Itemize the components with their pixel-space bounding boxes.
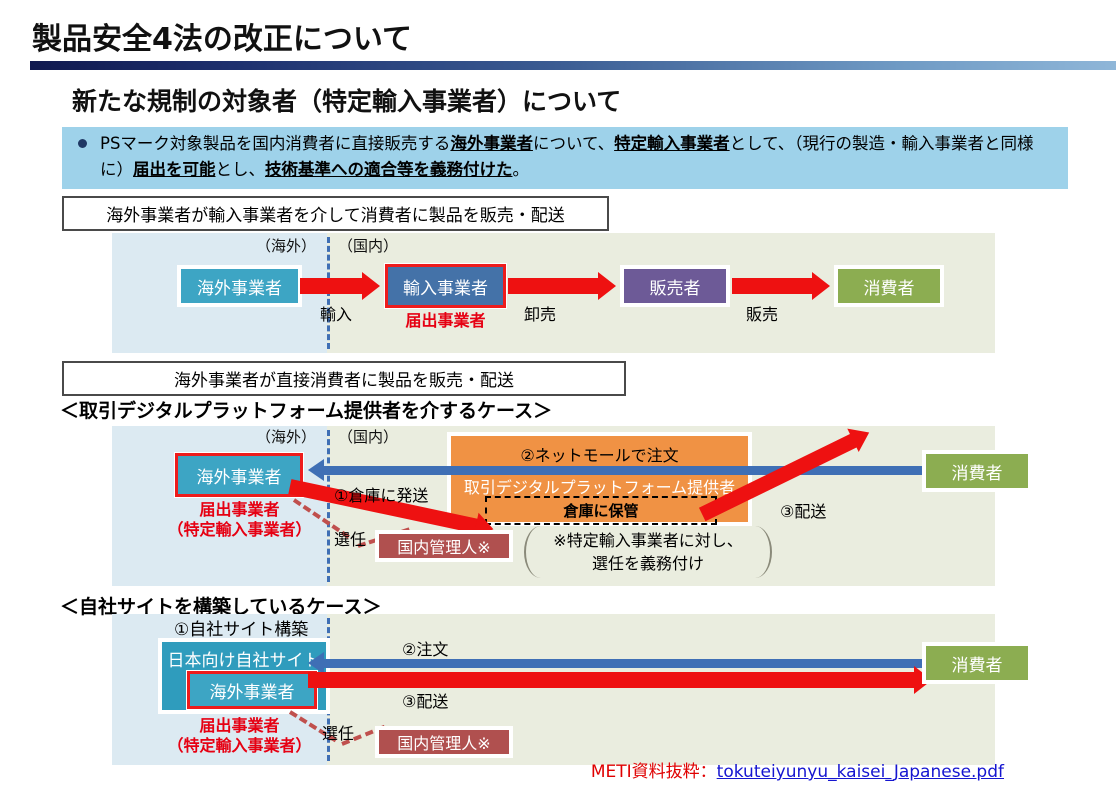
entity-own-site: 日本向け自社サイト 海外事業者 [158,638,330,714]
summary-text: PSマーク対象製品を国内消費者に直接販売する海外事業者について、特定輸入事業者と… [100,131,1058,183]
summary-emph-4: 技術基準への適合等を義務付けた [265,160,513,179]
title-divider [30,61,1116,70]
caption-case-b: 海外事業者が直接消費者に製品を販売・配送 [62,361,626,396]
entity-label: 海外事業者 [197,278,282,299]
region-tag-domestic-1: （国内） [338,237,399,255]
entity-domestic-manager-3: 国内管理人※ [375,726,513,758]
border-divider-2 [327,430,330,582]
note-line-1: 届出事業者 [199,500,280,519]
flow-label-delivery-3: ③配送 [402,692,449,711]
entity-label: 販売者 [649,278,701,299]
own-site-label: 日本向け自社サイト [167,651,321,671]
entity-label: 消費者 [863,278,915,299]
summary-panel: PSマーク対象製品を国内消費者に直接販売する海外事業者について、特定輸入事業者と… [62,127,1068,189]
entity-label: 国内管理人※ [397,734,491,753]
summary-emph-3: 届出を可能 [133,160,216,179]
flow-label-appoint-3: 選任 [322,724,355,743]
summary-seg-2: について、 [532,134,615,153]
entity-seller-1: 販売者 [620,265,730,307]
case-label-dpf: ＜取引デジタルプラットフォーム提供者を介するケース＞ [60,400,553,422]
entity-label: 消費者 [951,463,1003,484]
flow-label-build-site: ①自社サイト構築 [174,620,309,640]
page-title: 製品安全4法の改正について [32,22,412,57]
caption-case-a-text: 海外事業者が輸入事業者を介して消費者に製品を販売・配送 [106,206,565,226]
entity-consumer-3: 消費者 [922,642,1032,684]
case-label-own-site: ＜自社サイトを構築しているケース＞ [60,596,382,618]
flow-label-delivery-2: ③配送 [780,502,827,521]
flow-label-import: 輸入 [320,305,353,324]
flow-label-sale: 販売 [746,305,779,324]
region-tag-oversea-1: （海外） [256,237,317,255]
flow-label-appoint-2: 選任 [334,530,367,549]
note-obligation-2: ※特定輸入事業者に対し、 選任を義務付け [524,526,772,578]
source-prefix: METI資料抜粋： [590,762,717,782]
entity-warehouse: 倉庫に保管 [485,496,717,525]
note-line-2: （特定輸入事業者） [167,520,312,539]
entity-consumer-1: 消費者 [834,265,944,307]
summary-emph-2: 特定輸入事業者 [614,134,730,153]
summary-seg-5: 。 [512,160,530,179]
entity-oversea-operator-1: 海外事業者 [177,265,302,307]
region-tag-oversea-2: （海外） [256,428,317,446]
summary-seg-3: として、（現行の製造・輸入事業者と同様に） [100,134,1034,179]
entity-oversea-operator-3: 海外事業者 [186,670,318,710]
summary-emph-1: 海外事業者 [450,134,533,153]
entity-oversea-operator-2: 海外事業者 [174,452,304,498]
caption-case-b-text: 海外事業者が直接消費者に製品を販売・配送 [174,371,514,391]
region-tag-domestic-2: （国内） [338,428,399,446]
bullet-dot-icon [78,139,87,148]
note-line-1: ※特定輸入事業者に対し、 [553,531,743,550]
entity-label: 国内管理人※ [397,538,491,557]
flow-label-wholesale: 卸売 [524,305,557,324]
note-notified-operator-1: 届出事業者 [405,311,486,330]
diagram-panel-1: （海外） （国内） 海外事業者 輸入 輸入事業者 届出事業者 卸売 販売者 販売… [112,233,995,353]
entity-importer-1: 輸入事業者 [384,263,507,309]
source-link[interactable]: tokuteiyunyu_kaisei_Japanese.pdf [716,762,1004,782]
entity-label: 海外事業者 [196,467,282,488]
entity-label: 輸入事業者 [403,278,488,299]
label-order-netmall: ②ネットモールで注文 [520,446,679,465]
note-line-1: 届出事業者 [199,716,280,735]
note-notified-operator-3: 届出事業者 （特定輸入事業者） [122,716,357,756]
diagram-panel-2: （海外） （国内） 海外事業者 届出事業者 （特定輸入事業者） ②ネットモールで… [112,420,1032,586]
caption-case-a: 海外事業者が輸入事業者を介して消費者に製品を販売・配送 [62,196,609,231]
flow-label-ship-warehouse: ①倉庫に発送 [334,486,429,505]
dpf-provider-label: 取引デジタルプラットフォーム提供者 [463,478,736,497]
flow-label-order-3: ②注文 [402,640,449,659]
diagram-panel-3: ①自社サイト構築 日本向け自社サイト 海外事業者 届出事業者 （特定輸入事業者）… [112,614,1032,765]
section-heading: 新たな規制の対象者（特定輸入事業者）について [72,87,622,116]
note-line-2: （特定輸入事業者） [167,736,312,755]
summary-seg-1: PSマーク対象製品を国内消費者に直接販売する [100,134,451,153]
entity-label: 消費者 [951,655,1003,676]
entity-domestic-manager-2: 国内管理人※ [375,530,513,562]
source-note: METI資料抜粋：tokuteiyunyu_kaisei_Japanese.pd… [591,757,1004,782]
summary-seg-4: とし、 [215,160,266,179]
note-line-2: 選任を義務付け [591,554,704,573]
entity-consumer-2: 消費者 [922,450,1032,492]
note-notified-operator-2: 届出事業者 （特定輸入事業者） [122,500,357,540]
entity-label: 海外事業者 [209,682,295,703]
